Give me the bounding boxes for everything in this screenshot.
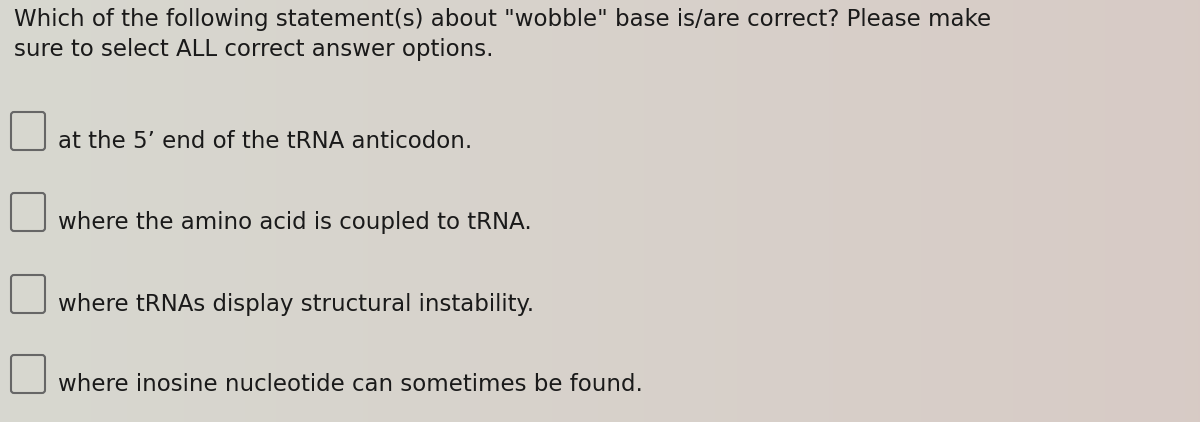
Text: Which of the following statement(s) about "wobble" base is/are correct? Please m: Which of the following statement(s) abou… xyxy=(14,8,991,31)
Text: at the 5’ end of the tRNA anticodon.: at the 5’ end of the tRNA anticodon. xyxy=(58,130,473,153)
Text: where inosine nucleotide can sometimes be found.: where inosine nucleotide can sometimes b… xyxy=(58,373,643,396)
Text: sure to select ALL correct answer options.: sure to select ALL correct answer option… xyxy=(14,38,493,61)
Text: where the amino acid is coupled to tRNA.: where the amino acid is coupled to tRNA. xyxy=(58,211,532,234)
Text: where tRNAs display structural instability.: where tRNAs display structural instabili… xyxy=(58,293,534,316)
